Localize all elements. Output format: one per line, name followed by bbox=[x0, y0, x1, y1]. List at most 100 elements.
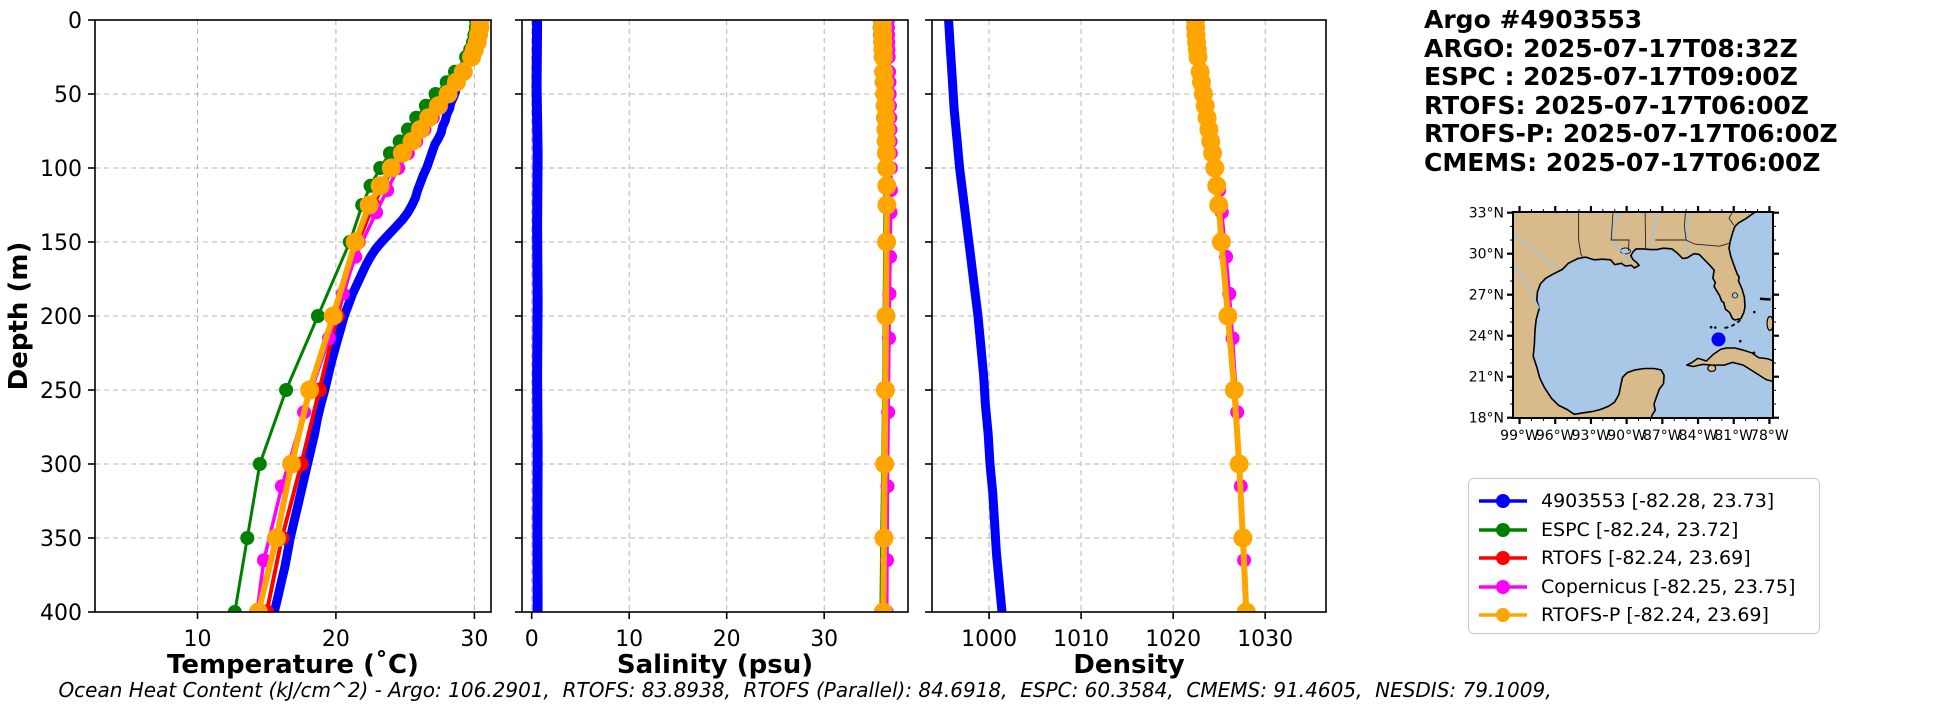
svg-text:96°W: 96°W bbox=[1536, 428, 1575, 444]
svg-text:20: 20 bbox=[322, 627, 350, 652]
legend-item-4903553: 4903553 [-82.28, 23.73] bbox=[1478, 487, 1819, 516]
x-tick-labels: 1000 1010 1020 1030 bbox=[961, 612, 1293, 652]
y-tick-labels: 0 50 100 150 200 250 300 350 400 bbox=[40, 9, 95, 626]
svg-text:93°W: 93°W bbox=[1572, 428, 1611, 444]
legend-item-copernicus: Copernicus [-82.25, 23.75] bbox=[1478, 573, 1819, 602]
series-4903553 bbox=[944, 20, 1007, 612]
map-frame bbox=[1512, 211, 1774, 419]
legend-item-rtofs-p: RTOFS-P [-82.24, 23.69] bbox=[1478, 601, 1819, 630]
series-group bbox=[944, 20, 1256, 612]
state-border bbox=[1655, 212, 1687, 241]
svg-text:84°W: 84°W bbox=[1679, 428, 1718, 444]
legend-label: RTOFS-P [-82.24, 23.69] bbox=[1541, 604, 1769, 627]
islet bbox=[1753, 310, 1756, 314]
legend-label: 4903553 [-82.28, 23.73] bbox=[1541, 490, 1775, 513]
river bbox=[1513, 264, 1540, 309]
mainland bbox=[1513, 212, 1757, 418]
page-title: Argo #4903553 bbox=[1424, 5, 1643, 34]
legend-item-rtofs: RTOFS [-82.24, 23.69] bbox=[1478, 544, 1819, 573]
florida-keys bbox=[1721, 319, 1741, 330]
legend-label: RTOFS [-82.24, 23.69] bbox=[1541, 547, 1751, 570]
legend-line-marker-swatch bbox=[1479, 522, 1527, 537]
svg-text:50: 50 bbox=[54, 83, 82, 108]
legend-label: Copernicus [-82.25, 23.75] bbox=[1541, 575, 1796, 598]
rtofs-timestamp: RTOFS: 2025-07-17T06:00Z bbox=[1424, 90, 1809, 120]
argo-timestamp: ARGO: 2025-07-17T08:32Z bbox=[1424, 33, 1798, 63]
svg-text:250: 250 bbox=[40, 379, 82, 404]
islet bbox=[1713, 326, 1717, 329]
ocean-heat-content-note: Ocean Heat Content (kJ/cm^2) - Argo: 106… bbox=[58, 678, 1552, 702]
state-border bbox=[1685, 239, 1730, 247]
river bbox=[1649, 212, 1660, 248]
svg-text:200: 200 bbox=[40, 305, 82, 330]
svg-text:400: 400 bbox=[40, 601, 82, 626]
legend-line-marker-swatch bbox=[1479, 608, 1527, 623]
x-tick-labels: 10 20 30 bbox=[184, 612, 488, 652]
series-4903553 bbox=[531, 20, 543, 612]
svg-text:1030: 1030 bbox=[1237, 627, 1293, 652]
svg-text:87°W: 87°W bbox=[1643, 428, 1682, 444]
x-tick-labels: 0 10 20 30 bbox=[525, 612, 838, 652]
map-ticks bbox=[1507, 206, 1779, 424]
rtofs-p-timestamp: RTOFS-P: 2025-07-17T06:00Z bbox=[1424, 119, 1838, 148]
svg-text:24°N: 24°N bbox=[1469, 329, 1504, 345]
island-grand-bahama bbox=[1759, 297, 1771, 301]
island-andros bbox=[1766, 315, 1773, 332]
islet bbox=[1752, 351, 1756, 355]
svg-text:90°W: 90°W bbox=[1607, 428, 1646, 444]
svg-text:81°W: 81°W bbox=[1714, 428, 1753, 444]
legend-item-espc: ESPC [-82.24, 23.72] bbox=[1478, 516, 1819, 545]
legend-line-marker-swatch bbox=[1479, 579, 1527, 594]
legend-line-marker-swatch bbox=[1479, 551, 1527, 566]
isla-juventud bbox=[1707, 364, 1717, 373]
svg-text:30°N: 30°N bbox=[1469, 247, 1504, 263]
map-area bbox=[1513, 212, 1773, 418]
legend-label: ESPC [-82.24, 23.72] bbox=[1541, 518, 1739, 541]
legend-line-marker-swatch bbox=[1479, 494, 1527, 509]
svg-text:78°W: 78°W bbox=[1750, 428, 1789, 444]
x-axis-title: Density bbox=[1073, 650, 1185, 680]
svg-text:100: 100 bbox=[40, 157, 82, 182]
profile-charts: 10 20 30050100150200250300350400Temperatur… bbox=[4, 9, 1327, 680]
river bbox=[1513, 232, 1561, 270]
islet bbox=[1709, 325, 1713, 329]
svg-text:18°N: 18°N bbox=[1469, 411, 1504, 427]
svg-text:99°W: 99°W bbox=[1500, 428, 1539, 444]
y-axis-title: Depth (m) bbox=[4, 242, 34, 391]
islet bbox=[1738, 339, 1742, 343]
svg-text:1020: 1020 bbox=[1145, 627, 1201, 652]
info-header: Argo #4903553 ARGO: 2025-07-17T08:32Z ES… bbox=[1424, 5, 1838, 177]
state-border bbox=[1610, 212, 1630, 252]
svg-text:33°N: 33°N bbox=[1469, 206, 1504, 222]
series-group bbox=[227, 20, 490, 612]
cuba bbox=[1685, 347, 1773, 383]
float-position-dot bbox=[1711, 332, 1726, 347]
map-tick-labels: 99°W96°W93°W90°W87°W84°W81°W78°W 33°N 30°N… bbox=[1469, 206, 1789, 444]
svg-text:21°N: 21°N bbox=[1469, 370, 1504, 386]
svg-text:27°N: 27°N bbox=[1469, 288, 1504, 304]
location-map: 99°W96°W93°W90°W87°W84°W81°W78°W 33°N 30°N… bbox=[1469, 206, 1789, 444]
x-axis-title: Temperature (˚C) bbox=[167, 649, 419, 680]
svg-text:300: 300 bbox=[40, 453, 82, 478]
svg-text:30: 30 bbox=[460, 627, 488, 652]
espc-timestamp: ESPC : 2025-07-17T09:00Z bbox=[1424, 62, 1798, 91]
svg-text:150: 150 bbox=[40, 231, 82, 256]
svg-text:0: 0 bbox=[525, 627, 539, 652]
gridlines bbox=[522, 19, 908, 613]
state-border bbox=[1644, 212, 1647, 250]
svg-text:20: 20 bbox=[713, 627, 741, 652]
legend: 4903553 [-82.28, 23.73] ESPC [-82.24, 23.… bbox=[1468, 478, 1820, 634]
markers-rtofs-p bbox=[1186, 20, 1256, 612]
svg-text:350: 350 bbox=[40, 527, 82, 552]
lake-okeechobee bbox=[1731, 292, 1738, 299]
svg-text:30: 30 bbox=[810, 627, 838, 652]
svg-text:10: 10 bbox=[184, 627, 212, 652]
state-border bbox=[1728, 212, 1735, 226]
svg-text:1000: 1000 bbox=[961, 627, 1017, 652]
cmems-timestamp: CMEMS: 2025-07-17T06:00Z bbox=[1424, 147, 1821, 177]
svg-text:10: 10 bbox=[615, 627, 643, 652]
panel-density: 1000 1010 1020 1030 Density bbox=[925, 19, 1327, 680]
y-tick-labels bbox=[515, 19, 522, 613]
